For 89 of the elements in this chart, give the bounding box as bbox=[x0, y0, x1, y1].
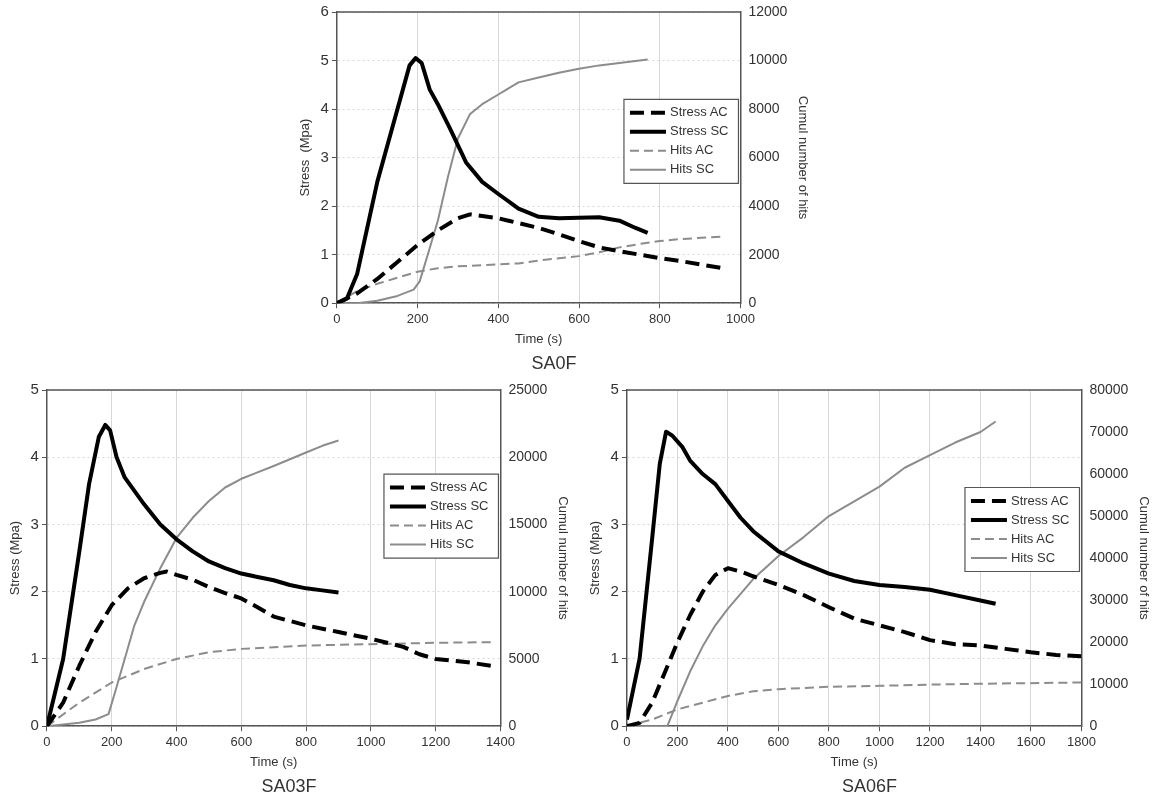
x-tick-label: 600 bbox=[230, 733, 253, 749]
x-axis-title: Time (s) bbox=[830, 754, 878, 770]
y-tick-label: 1 bbox=[610, 649, 619, 667]
y2-tick-label: 6000 bbox=[748, 148, 780, 165]
y2-tick-label: 20000 bbox=[508, 448, 548, 465]
y2-axis-title: Cumul number of hits bbox=[1136, 496, 1152, 621]
x-tick-label: 1400 bbox=[486, 733, 515, 749]
x-axis-title: Time (s) bbox=[250, 754, 298, 770]
legend-label: Hits AC bbox=[429, 517, 474, 533]
x-tick-label: 1800 bbox=[1067, 733, 1096, 749]
y2-tick-label: 12000 bbox=[748, 2, 788, 19]
y2-tick-label: 4000 bbox=[748, 196, 780, 213]
y2-tick-label: 5000 bbox=[508, 649, 540, 666]
y2-tick-label: 0 bbox=[1089, 717, 1098, 734]
y-tick-label: 5 bbox=[610, 380, 619, 398]
x-tick-label: 0 bbox=[623, 733, 631, 749]
y-tick-label: 6 bbox=[320, 2, 329, 20]
y2-tick-label: 60000 bbox=[1089, 464, 1129, 481]
y2-axis-title: Cumul number of hits bbox=[555, 496, 571, 621]
x-tick-label: 200 bbox=[666, 733, 689, 749]
y-tick-label: 3 bbox=[320, 147, 329, 165]
x-tick-label: 800 bbox=[295, 733, 317, 749]
x-tick-label: 800 bbox=[648, 310, 671, 326]
y-tick-label: 1 bbox=[320, 244, 329, 262]
x-tick-label: 1000 bbox=[356, 733, 386, 749]
x-tick-label: 200 bbox=[406, 310, 429, 326]
y2-tick-label: 25000 bbox=[508, 380, 548, 397]
legend-label: Stress AC bbox=[1010, 492, 1069, 508]
y2-tick-label: 10000 bbox=[748, 51, 788, 68]
legend-label: Hits SC bbox=[429, 536, 475, 552]
x-tick-label: 1200 bbox=[421, 733, 451, 749]
y2-tick-label: 40000 bbox=[1089, 548, 1129, 565]
x-tick-label: 0 bbox=[43, 733, 51, 749]
y2-tick-label: 15000 bbox=[508, 515, 548, 532]
text: SA03F bbox=[261, 776, 317, 797]
y2-tick-label: 8000 bbox=[748, 99, 780, 116]
y-tick-label: 4 bbox=[610, 447, 619, 465]
legend-label: Stress SC bbox=[429, 498, 489, 514]
y-tick-label: 2 bbox=[30, 581, 39, 599]
y2-tick-label: 10000 bbox=[1089, 675, 1129, 692]
y-tick-label: 5 bbox=[30, 380, 39, 398]
y2-tick-label: 0 bbox=[748, 294, 757, 311]
x-tick-label: 800 bbox=[818, 733, 840, 749]
y-tick-label: 0 bbox=[30, 716, 39, 734]
x-tick-label: 1200 bbox=[915, 733, 945, 749]
y2-tick-label: 2000 bbox=[748, 245, 780, 262]
x-tick-label: 1000 bbox=[726, 310, 755, 326]
y2-tick-label: 20000 bbox=[1089, 633, 1129, 650]
y-axis-title: Stress (Mpa) bbox=[7, 520, 23, 596]
legend-label: Stress AC bbox=[429, 479, 488, 495]
y-tick-label: 1 bbox=[30, 649, 39, 667]
text: SA06F bbox=[841, 776, 898, 797]
y-tick-label: 4 bbox=[30, 447, 39, 465]
y2-tick-label: 30000 bbox=[1089, 590, 1129, 607]
y-tick-label: 2 bbox=[320, 196, 329, 214]
x-tick-label: 1000 bbox=[865, 733, 894, 749]
y2-axis-title: Cumul number of hits bbox=[795, 95, 811, 220]
y-tick-label: 5 bbox=[320, 50, 329, 68]
x-tick-label: 400 bbox=[165, 733, 188, 749]
y-axis-title: Stress (Mpa) bbox=[587, 520, 603, 596]
x-tick-label: 1400 bbox=[966, 733, 995, 749]
x-tick-label: 400 bbox=[487, 310, 510, 326]
y-tick-label: 2 bbox=[610, 581, 619, 599]
legend-label: Stress SC bbox=[1010, 511, 1070, 527]
x-tick-label: 200 bbox=[100, 733, 123, 749]
y-tick-label: 0 bbox=[610, 716, 619, 734]
y2-tick-label: 10000 bbox=[508, 582, 548, 599]
legend-label: Hits SC bbox=[1010, 549, 1056, 565]
y2-tick-label: 50000 bbox=[1089, 506, 1129, 523]
legend-label: Stress SC bbox=[669, 123, 729, 139]
legend-label: Hits AC bbox=[669, 142, 714, 158]
x-tick-label: 400 bbox=[717, 733, 739, 749]
y2-tick-label: 70000 bbox=[1089, 422, 1129, 439]
x-axis-title: Time (s) bbox=[515, 331, 563, 347]
x-tick-label: 600 bbox=[767, 733, 790, 749]
y2-tick-label: 0 bbox=[508, 717, 517, 734]
x-tick-label: 1600 bbox=[1016, 733, 1046, 749]
legend-label: Stress AC bbox=[669, 104, 728, 120]
y-tick-label: 3 bbox=[30, 514, 39, 532]
legend-label: Hits AC bbox=[1010, 530, 1055, 546]
y-axis-title: Stress (Mpa) bbox=[297, 118, 313, 197]
y-tick-label: 3 bbox=[610, 514, 619, 532]
x-tick-label: 0 bbox=[333, 310, 341, 326]
y2-tick-label: 80000 bbox=[1089, 380, 1129, 397]
y-tick-label: 0 bbox=[320, 293, 329, 311]
text: SA0F bbox=[531, 353, 577, 374]
legend-label: Hits SC bbox=[669, 161, 715, 177]
x-tick-label: 600 bbox=[568, 310, 590, 326]
y-tick-label: 4 bbox=[320, 99, 329, 117]
